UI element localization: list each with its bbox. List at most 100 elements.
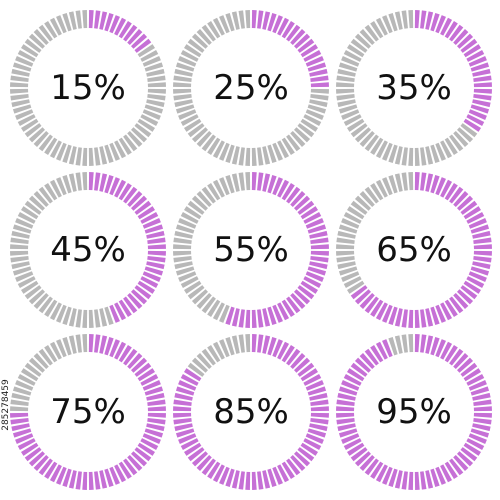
ring-segment-filled <box>262 308 271 327</box>
ring-segment-empty <box>68 11 77 30</box>
ring-segment-empty <box>82 172 88 191</box>
ring-segment-filled <box>118 21 132 39</box>
ring-segment-filled <box>460 285 478 300</box>
ring-segment-filled <box>94 334 101 353</box>
ring-segment-empty <box>56 304 67 323</box>
ring-segment-filled <box>262 470 271 489</box>
ring-segment-filled <box>114 302 127 321</box>
ring-segment-empty <box>354 195 371 211</box>
ring-segment-filled <box>257 471 264 490</box>
ring-segment-filled <box>99 173 108 192</box>
ring-segment-empty <box>75 172 82 191</box>
ring-segment-empty <box>173 82 192 88</box>
ring-segment-empty <box>174 99 193 108</box>
ring-segment-filled <box>127 190 143 207</box>
ring-segment-filled <box>408 471 414 490</box>
ring-segment-empty <box>75 334 82 353</box>
ring-segment-filled <box>473 406 492 412</box>
ring-segment-filled <box>238 471 245 490</box>
ring-segment-filled <box>359 352 375 369</box>
ring-segment-filled <box>62 468 72 488</box>
ring-graphic <box>10 10 166 166</box>
ring-segment-filled <box>134 285 152 300</box>
ring-segment-filled <box>457 195 474 211</box>
ring-segment-filled <box>251 309 257 328</box>
ring-segment-filled <box>146 230 165 239</box>
ring-segment-empty <box>305 109 324 120</box>
ring-segment-filled <box>309 230 328 239</box>
ring-graphic <box>10 334 166 490</box>
ring-segment-filled <box>238 309 245 328</box>
ring-segment-filled <box>272 15 283 34</box>
ring-segment-empty <box>104 306 114 326</box>
ring-segment-filled <box>310 418 329 425</box>
ring-segment-empty <box>142 109 161 120</box>
ring-segment-empty <box>336 250 355 256</box>
ring-segment-empty <box>99 308 108 327</box>
ring-segment-filled <box>337 423 356 432</box>
ring-segment-filled <box>414 172 420 191</box>
ring-segment-empty <box>359 131 375 148</box>
ring-segment-empty <box>44 299 58 317</box>
ring-segment-empty <box>225 144 235 164</box>
ring-segment-empty <box>231 146 240 165</box>
ring-segment-filled <box>370 299 384 317</box>
ring-segment-empty <box>147 82 166 88</box>
ring-segment-filled <box>425 335 434 354</box>
ring-segment-filled <box>444 299 458 317</box>
ring-segment-filled <box>350 285 368 300</box>
ring-segment-filled <box>305 271 324 282</box>
ring-segment-empty <box>341 218 360 229</box>
ring-segment-filled <box>440 341 453 360</box>
ring-segment-filled <box>470 428 490 438</box>
ring-segment-empty <box>453 131 469 148</box>
ring-segment-empty <box>82 309 88 328</box>
ring-segment-empty <box>49 341 62 360</box>
ring-segment-filled <box>267 174 277 194</box>
ring-segment-filled <box>262 11 271 30</box>
ring-segment-empty <box>33 352 49 369</box>
ring-segment-empty <box>338 62 358 72</box>
ring-segment-filled <box>114 179 127 198</box>
ring-segment-filled <box>300 206 318 220</box>
ring-graphic <box>173 10 329 166</box>
ring-segment-filled <box>118 183 132 201</box>
ring-segment-filled <box>466 373 485 386</box>
ring-segment-filled <box>290 293 306 310</box>
ring-segment-empty <box>180 114 199 127</box>
ring-segment-filled <box>118 299 132 317</box>
ring-segment-empty <box>174 68 193 77</box>
ring-segment-empty <box>238 10 245 29</box>
ring-segment-filled <box>414 309 420 328</box>
ring-segment-filled <box>336 399 355 406</box>
ring-segment-empty <box>17 373 36 386</box>
ring-segment-empty <box>300 118 318 132</box>
ring-segment-filled <box>401 471 408 490</box>
ring-segment-filled <box>468 380 487 391</box>
ring-segment-filled <box>364 348 379 366</box>
ring-segment-filled <box>463 206 481 220</box>
ring-segment-filled <box>127 352 143 369</box>
ring-segment-empty <box>11 68 30 77</box>
ring-segment-empty <box>140 49 159 62</box>
ring-segment-empty <box>207 137 221 155</box>
ring-segment-filled <box>82 471 88 490</box>
ring-segment-filled <box>414 10 420 29</box>
ring-segment-filled <box>343 373 362 386</box>
ring-segment-filled <box>435 466 446 485</box>
ring-segment-filled <box>440 464 453 483</box>
ring-segment-filled <box>33 455 49 472</box>
ring-segment-empty <box>401 334 408 353</box>
ring-segment-filled <box>310 250 329 256</box>
ring-segment-empty <box>225 336 235 356</box>
ring-segment-empty <box>137 118 155 132</box>
ring-segment-filled <box>88 334 94 353</box>
ring-segment-filled <box>359 455 375 472</box>
ring-segment-filled <box>99 11 108 30</box>
ring-segment-filled <box>337 392 356 401</box>
ring-segment-filled <box>341 433 360 444</box>
ring-segment-empty <box>290 131 306 148</box>
ring-segment-empty <box>394 335 403 354</box>
ring-segment-filled <box>449 24 464 42</box>
ring-segment-empty <box>82 334 88 353</box>
